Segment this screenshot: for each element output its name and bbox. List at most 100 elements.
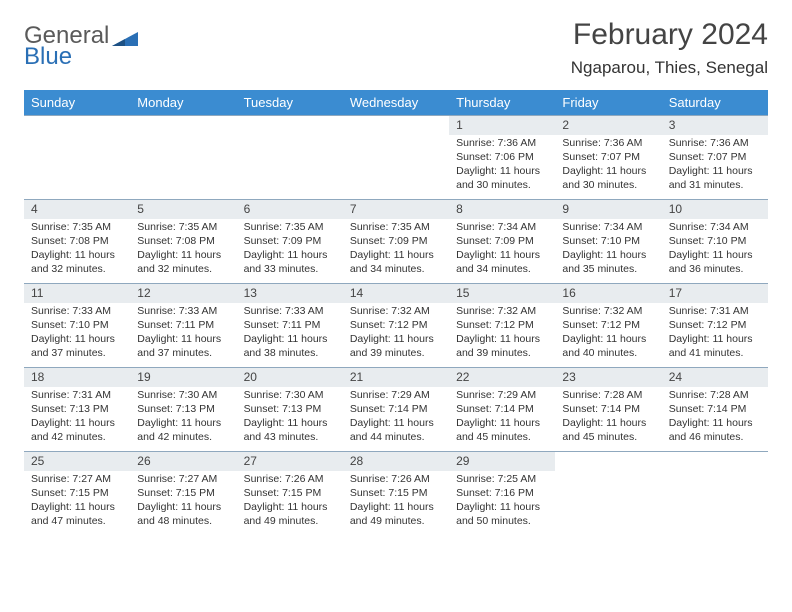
sunrise-text: Sunrise: 7:33 AM — [137, 305, 229, 319]
sunrise-text: Sunrise: 7:28 AM — [562, 389, 654, 403]
sunset-text: Sunset: 7:15 PM — [137, 487, 229, 501]
sunrise-text: Sunrise: 7:31 AM — [31, 389, 123, 403]
sunset-text: Sunset: 7:15 PM — [350, 487, 442, 501]
calendar-cell: 6Sunrise: 7:35 AMSunset: 7:09 PMDaylight… — [237, 200, 343, 284]
calendar-cell: 5Sunrise: 7:35 AMSunset: 7:08 PMDaylight… — [130, 200, 236, 284]
calendar-cell: 11Sunrise: 7:33 AMSunset: 7:10 PMDayligh… — [24, 284, 130, 368]
day-details: Sunrise: 7:32 AMSunset: 7:12 PMDaylight:… — [343, 303, 449, 364]
sunset-text: Sunset: 7:11 PM — [137, 319, 229, 333]
calendar-cell: 29Sunrise: 7:25 AMSunset: 7:16 PMDayligh… — [449, 452, 555, 536]
day-details: Sunrise: 7:35 AMSunset: 7:09 PMDaylight:… — [343, 219, 449, 280]
sunrise-text: Sunrise: 7:34 AM — [562, 221, 654, 235]
day-details: Sunrise: 7:35 AMSunset: 7:09 PMDaylight:… — [237, 219, 343, 280]
sunset-text: Sunset: 7:12 PM — [669, 319, 761, 333]
day-number: 24 — [662, 368, 768, 387]
sunset-text: Sunset: 7:13 PM — [31, 403, 123, 417]
calendar-cell — [24, 116, 130, 200]
day-number: 25 — [24, 452, 130, 471]
sunset-text: Sunset: 7:15 PM — [244, 487, 336, 501]
daylight-text: Daylight: 11 hours and 32 minutes. — [137, 249, 229, 277]
sunrise-text: Sunrise: 7:36 AM — [669, 137, 761, 151]
daylight-text: Daylight: 11 hours and 36 minutes. — [669, 249, 761, 277]
col-header: Thursday — [449, 90, 555, 116]
day-details: Sunrise: 7:32 AMSunset: 7:12 PMDaylight:… — [555, 303, 661, 364]
daylight-text: Daylight: 11 hours and 46 minutes. — [669, 417, 761, 445]
sunrise-text: Sunrise: 7:34 AM — [456, 221, 548, 235]
day-number: 8 — [449, 200, 555, 219]
day-number: 20 — [237, 368, 343, 387]
daylight-text: Daylight: 11 hours and 37 minutes. — [31, 333, 123, 361]
daylight-text: Daylight: 11 hours and 44 minutes. — [350, 417, 442, 445]
day-details: Sunrise: 7:26 AMSunset: 7:15 PMDaylight:… — [343, 471, 449, 532]
daylight-text: Daylight: 11 hours and 49 minutes. — [350, 501, 442, 529]
sunset-text: Sunset: 7:07 PM — [669, 151, 761, 165]
day-details: Sunrise: 7:35 AMSunset: 7:08 PMDaylight:… — [24, 219, 130, 280]
sunrise-text: Sunrise: 7:30 AM — [244, 389, 336, 403]
daylight-text: Daylight: 11 hours and 42 minutes. — [137, 417, 229, 445]
calendar-cell: 2Sunrise: 7:36 AMSunset: 7:07 PMDaylight… — [555, 116, 661, 200]
calendar-cell: 20Sunrise: 7:30 AMSunset: 7:13 PMDayligh… — [237, 368, 343, 452]
sunrise-text: Sunrise: 7:35 AM — [31, 221, 123, 235]
col-header: Tuesday — [237, 90, 343, 116]
calendar-cell: 16Sunrise: 7:32 AMSunset: 7:12 PMDayligh… — [555, 284, 661, 368]
day-number: 12 — [130, 284, 236, 303]
calendar-cell: 18Sunrise: 7:31 AMSunset: 7:13 PMDayligh… — [24, 368, 130, 452]
daylight-text: Daylight: 11 hours and 32 minutes. — [31, 249, 123, 277]
daylight-text: Daylight: 11 hours and 38 minutes. — [244, 333, 336, 361]
daylight-text: Daylight: 11 hours and 39 minutes. — [456, 333, 548, 361]
day-number: 7 — [343, 200, 449, 219]
day-number: 11 — [24, 284, 130, 303]
sunset-text: Sunset: 7:14 PM — [350, 403, 442, 417]
day-number: 4 — [24, 200, 130, 219]
day-details: Sunrise: 7:27 AMSunset: 7:15 PMDaylight:… — [130, 471, 236, 532]
sunset-text: Sunset: 7:06 PM — [456, 151, 548, 165]
day-details: Sunrise: 7:34 AMSunset: 7:09 PMDaylight:… — [449, 219, 555, 280]
sunrise-text: Sunrise: 7:26 AM — [350, 473, 442, 487]
day-header-row: Sunday Monday Tuesday Wednesday Thursday… — [24, 90, 768, 116]
daylight-text: Daylight: 11 hours and 48 minutes. — [137, 501, 229, 529]
sunrise-text: Sunrise: 7:25 AM — [456, 473, 548, 487]
day-details: Sunrise: 7:30 AMSunset: 7:13 PMDaylight:… — [237, 387, 343, 448]
calendar-cell: 8Sunrise: 7:34 AMSunset: 7:09 PMDaylight… — [449, 200, 555, 284]
daylight-text: Daylight: 11 hours and 50 minutes. — [456, 501, 548, 529]
sunset-text: Sunset: 7:13 PM — [244, 403, 336, 417]
page-header: GeneralBlue February 2024 Ngaparou, Thie… — [24, 18, 768, 78]
daylight-text: Daylight: 11 hours and 41 minutes. — [669, 333, 761, 361]
calendar-cell: 23Sunrise: 7:28 AMSunset: 7:14 PMDayligh… — [555, 368, 661, 452]
daylight-text: Daylight: 11 hours and 30 minutes. — [562, 165, 654, 193]
calendar-row: 1Sunrise: 7:36 AMSunset: 7:06 PMDaylight… — [24, 116, 768, 200]
sunset-text: Sunset: 7:09 PM — [244, 235, 336, 249]
sunset-text: Sunset: 7:10 PM — [31, 319, 123, 333]
logo: GeneralBlue — [24, 18, 138, 69]
day-details: Sunrise: 7:28 AMSunset: 7:14 PMDaylight:… — [662, 387, 768, 448]
day-details: Sunrise: 7:30 AMSunset: 7:13 PMDaylight:… — [130, 387, 236, 448]
day-details: Sunrise: 7:36 AMSunset: 7:07 PMDaylight:… — [662, 135, 768, 196]
sunset-text: Sunset: 7:08 PM — [137, 235, 229, 249]
calendar-cell: 19Sunrise: 7:30 AMSunset: 7:13 PMDayligh… — [130, 368, 236, 452]
daylight-text: Daylight: 11 hours and 47 minutes. — [31, 501, 123, 529]
sunrise-text: Sunrise: 7:31 AM — [669, 305, 761, 319]
day-number: 23 — [555, 368, 661, 387]
day-details: Sunrise: 7:29 AMSunset: 7:14 PMDaylight:… — [449, 387, 555, 448]
sunrise-text: Sunrise: 7:35 AM — [137, 221, 229, 235]
daylight-text: Daylight: 11 hours and 42 minutes. — [31, 417, 123, 445]
calendar-row: 4Sunrise: 7:35 AMSunset: 7:08 PMDaylight… — [24, 200, 768, 284]
day-details: Sunrise: 7:29 AMSunset: 7:14 PMDaylight:… — [343, 387, 449, 448]
day-number: 19 — [130, 368, 236, 387]
calendar-cell: 27Sunrise: 7:26 AMSunset: 7:15 PMDayligh… — [237, 452, 343, 536]
col-header: Sunday — [24, 90, 130, 116]
sunrise-text: Sunrise: 7:36 AM — [562, 137, 654, 151]
calendar-cell: 26Sunrise: 7:27 AMSunset: 7:15 PMDayligh… — [130, 452, 236, 536]
daylight-text: Daylight: 11 hours and 43 minutes. — [244, 417, 336, 445]
day-number: 6 — [237, 200, 343, 219]
calendar-cell — [555, 452, 661, 536]
day-details: Sunrise: 7:34 AMSunset: 7:10 PMDaylight:… — [555, 219, 661, 280]
daylight-text: Daylight: 11 hours and 45 minutes. — [562, 417, 654, 445]
sunset-text: Sunset: 7:12 PM — [456, 319, 548, 333]
daylight-text: Daylight: 11 hours and 39 minutes. — [350, 333, 442, 361]
day-details: Sunrise: 7:33 AMSunset: 7:11 PMDaylight:… — [130, 303, 236, 364]
day-number: 3 — [662, 116, 768, 135]
col-header: Saturday — [662, 90, 768, 116]
day-number: 22 — [449, 368, 555, 387]
calendar-cell: 13Sunrise: 7:33 AMSunset: 7:11 PMDayligh… — [237, 284, 343, 368]
